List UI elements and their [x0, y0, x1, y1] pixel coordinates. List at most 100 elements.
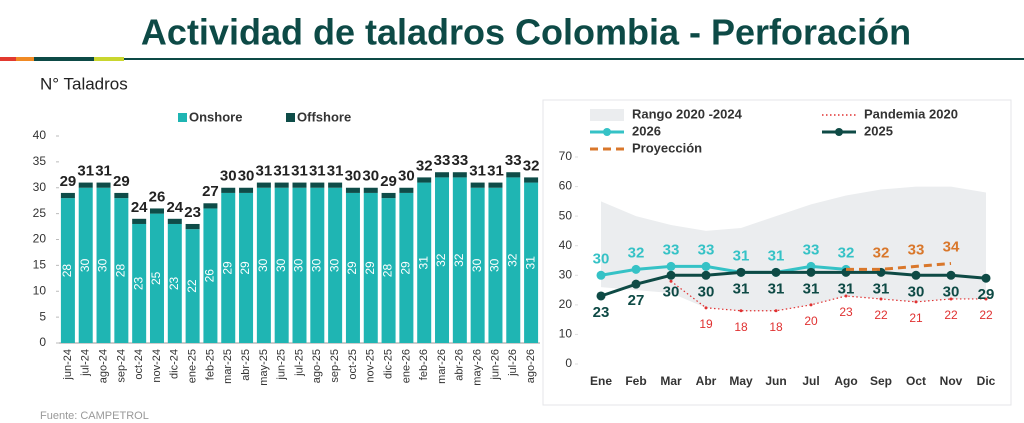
- bar-segment: [399, 192, 414, 343]
- point: [949, 297, 953, 301]
- point-label: 19: [699, 317, 713, 331]
- bar-segment: [132, 218, 147, 224]
- bar-segment: [185, 223, 200, 230]
- total-label: 31: [291, 163, 308, 180]
- point-label: 34: [943, 238, 960, 255]
- point: [844, 294, 848, 298]
- x-tick-label: abr-25: [240, 349, 252, 381]
- point: [946, 270, 956, 280]
- bar-segment: [167, 218, 182, 224]
- x-tick-label: may-25: [258, 349, 270, 386]
- point-label: 31: [733, 280, 750, 297]
- bar-value-label: 29: [238, 261, 252, 275]
- bar-segment: [78, 187, 93, 343]
- x-tick-label: sep-24: [115, 349, 127, 383]
- bar-value-label: 28: [114, 264, 128, 278]
- legend-label: Rango 2020 -2024: [632, 106, 743, 121]
- bar-segment: [417, 177, 432, 183]
- bar-segment: [470, 182, 485, 188]
- x-tick-label: May: [729, 374, 753, 388]
- right-panel: [542, 99, 1012, 406]
- point-label: 32: [873, 244, 890, 261]
- x-tick-label: Oct: [906, 374, 926, 388]
- point-label: 18: [734, 320, 748, 334]
- bar-value-label: 30: [274, 258, 288, 272]
- bar-segment: [60, 198, 75, 343]
- point: [809, 303, 813, 307]
- bar-segment: [167, 223, 182, 343]
- bar-value-label: 31: [416, 256, 430, 270]
- total-label: 31: [309, 163, 326, 180]
- point: [669, 279, 673, 283]
- legend-marker: [603, 128, 611, 136]
- x-tick-label: ene-25: [187, 349, 199, 383]
- y-tick-label: 40: [559, 238, 573, 252]
- total-label: 24: [166, 199, 183, 216]
- x-tick-label: Ene: [590, 374, 612, 388]
- point: [806, 267, 816, 277]
- x-tick-label: ago-25: [311, 349, 323, 383]
- point: [666, 270, 676, 280]
- y-tick-label: 0: [565, 356, 572, 370]
- legend-label: Pandemia 2020: [864, 106, 958, 121]
- bar-segment: [345, 192, 360, 343]
- bar-segment: [239, 187, 254, 193]
- point: [771, 267, 781, 277]
- total-label: 30: [220, 168, 237, 185]
- x-tick-label: jun-24: [62, 349, 74, 381]
- x-tick-label: sep-25: [329, 349, 341, 383]
- x-tick-label: Mar: [660, 374, 682, 388]
- bar-value-label: 30: [256, 258, 270, 272]
- x-tick-label: mar-25: [222, 349, 234, 384]
- total-label: 27: [202, 183, 219, 200]
- bar-segment: [149, 213, 164, 343]
- total-label: 31: [327, 163, 344, 180]
- bar-segment: [256, 187, 271, 343]
- point: [596, 270, 606, 280]
- bar-segment: [328, 182, 343, 188]
- point: [774, 309, 778, 313]
- point: [736, 267, 746, 277]
- bar-value-label: 30: [78, 258, 92, 272]
- x-tick-label: Abr: [696, 374, 717, 388]
- point: [911, 270, 921, 280]
- bar-segment: [203, 208, 218, 343]
- point-label: 33: [803, 241, 820, 258]
- bar-segment: [239, 192, 254, 343]
- total-label: 30: [362, 168, 379, 185]
- bar-segment: [328, 187, 343, 343]
- x-tick-label: dic-25: [382, 349, 394, 379]
- point-label: 18: [769, 320, 783, 334]
- total-label: 33: [505, 152, 522, 169]
- bar-segment: [435, 177, 450, 343]
- bar-value-label: 30: [292, 258, 306, 272]
- total-label: 30: [238, 168, 255, 185]
- total-label: 31: [256, 163, 273, 180]
- point-label: 30: [698, 283, 715, 300]
- bar-segment: [96, 182, 111, 188]
- point-label: 29: [978, 286, 995, 303]
- point-label: 31: [838, 280, 855, 297]
- bar-segment: [381, 198, 396, 343]
- legend-swatch: [286, 113, 295, 122]
- total-label: 31: [469, 163, 486, 180]
- bar-segment: [470, 187, 485, 343]
- bar-segment: [149, 208, 164, 214]
- bar-value-label: 22: [185, 279, 199, 293]
- x-tick-label: feb-26: [418, 349, 430, 380]
- total-label: 30: [398, 168, 415, 185]
- bar-value-label: 29: [345, 261, 359, 275]
- x-tick-label: jul-25: [293, 349, 305, 377]
- bar-segment: [363, 192, 378, 343]
- point: [914, 300, 918, 304]
- total-label: 31: [77, 163, 94, 180]
- bar-segment: [114, 198, 129, 343]
- total-label: 26: [149, 188, 166, 205]
- point: [701, 270, 711, 280]
- y-tick-label: 0: [39, 335, 46, 349]
- source-note: Fuente: CAMPETROL: [40, 410, 149, 422]
- legend-swatch: [178, 113, 187, 122]
- bar-value-label: 32: [452, 253, 466, 267]
- y-tick-label: 35: [33, 154, 47, 168]
- bar-segment: [78, 182, 93, 188]
